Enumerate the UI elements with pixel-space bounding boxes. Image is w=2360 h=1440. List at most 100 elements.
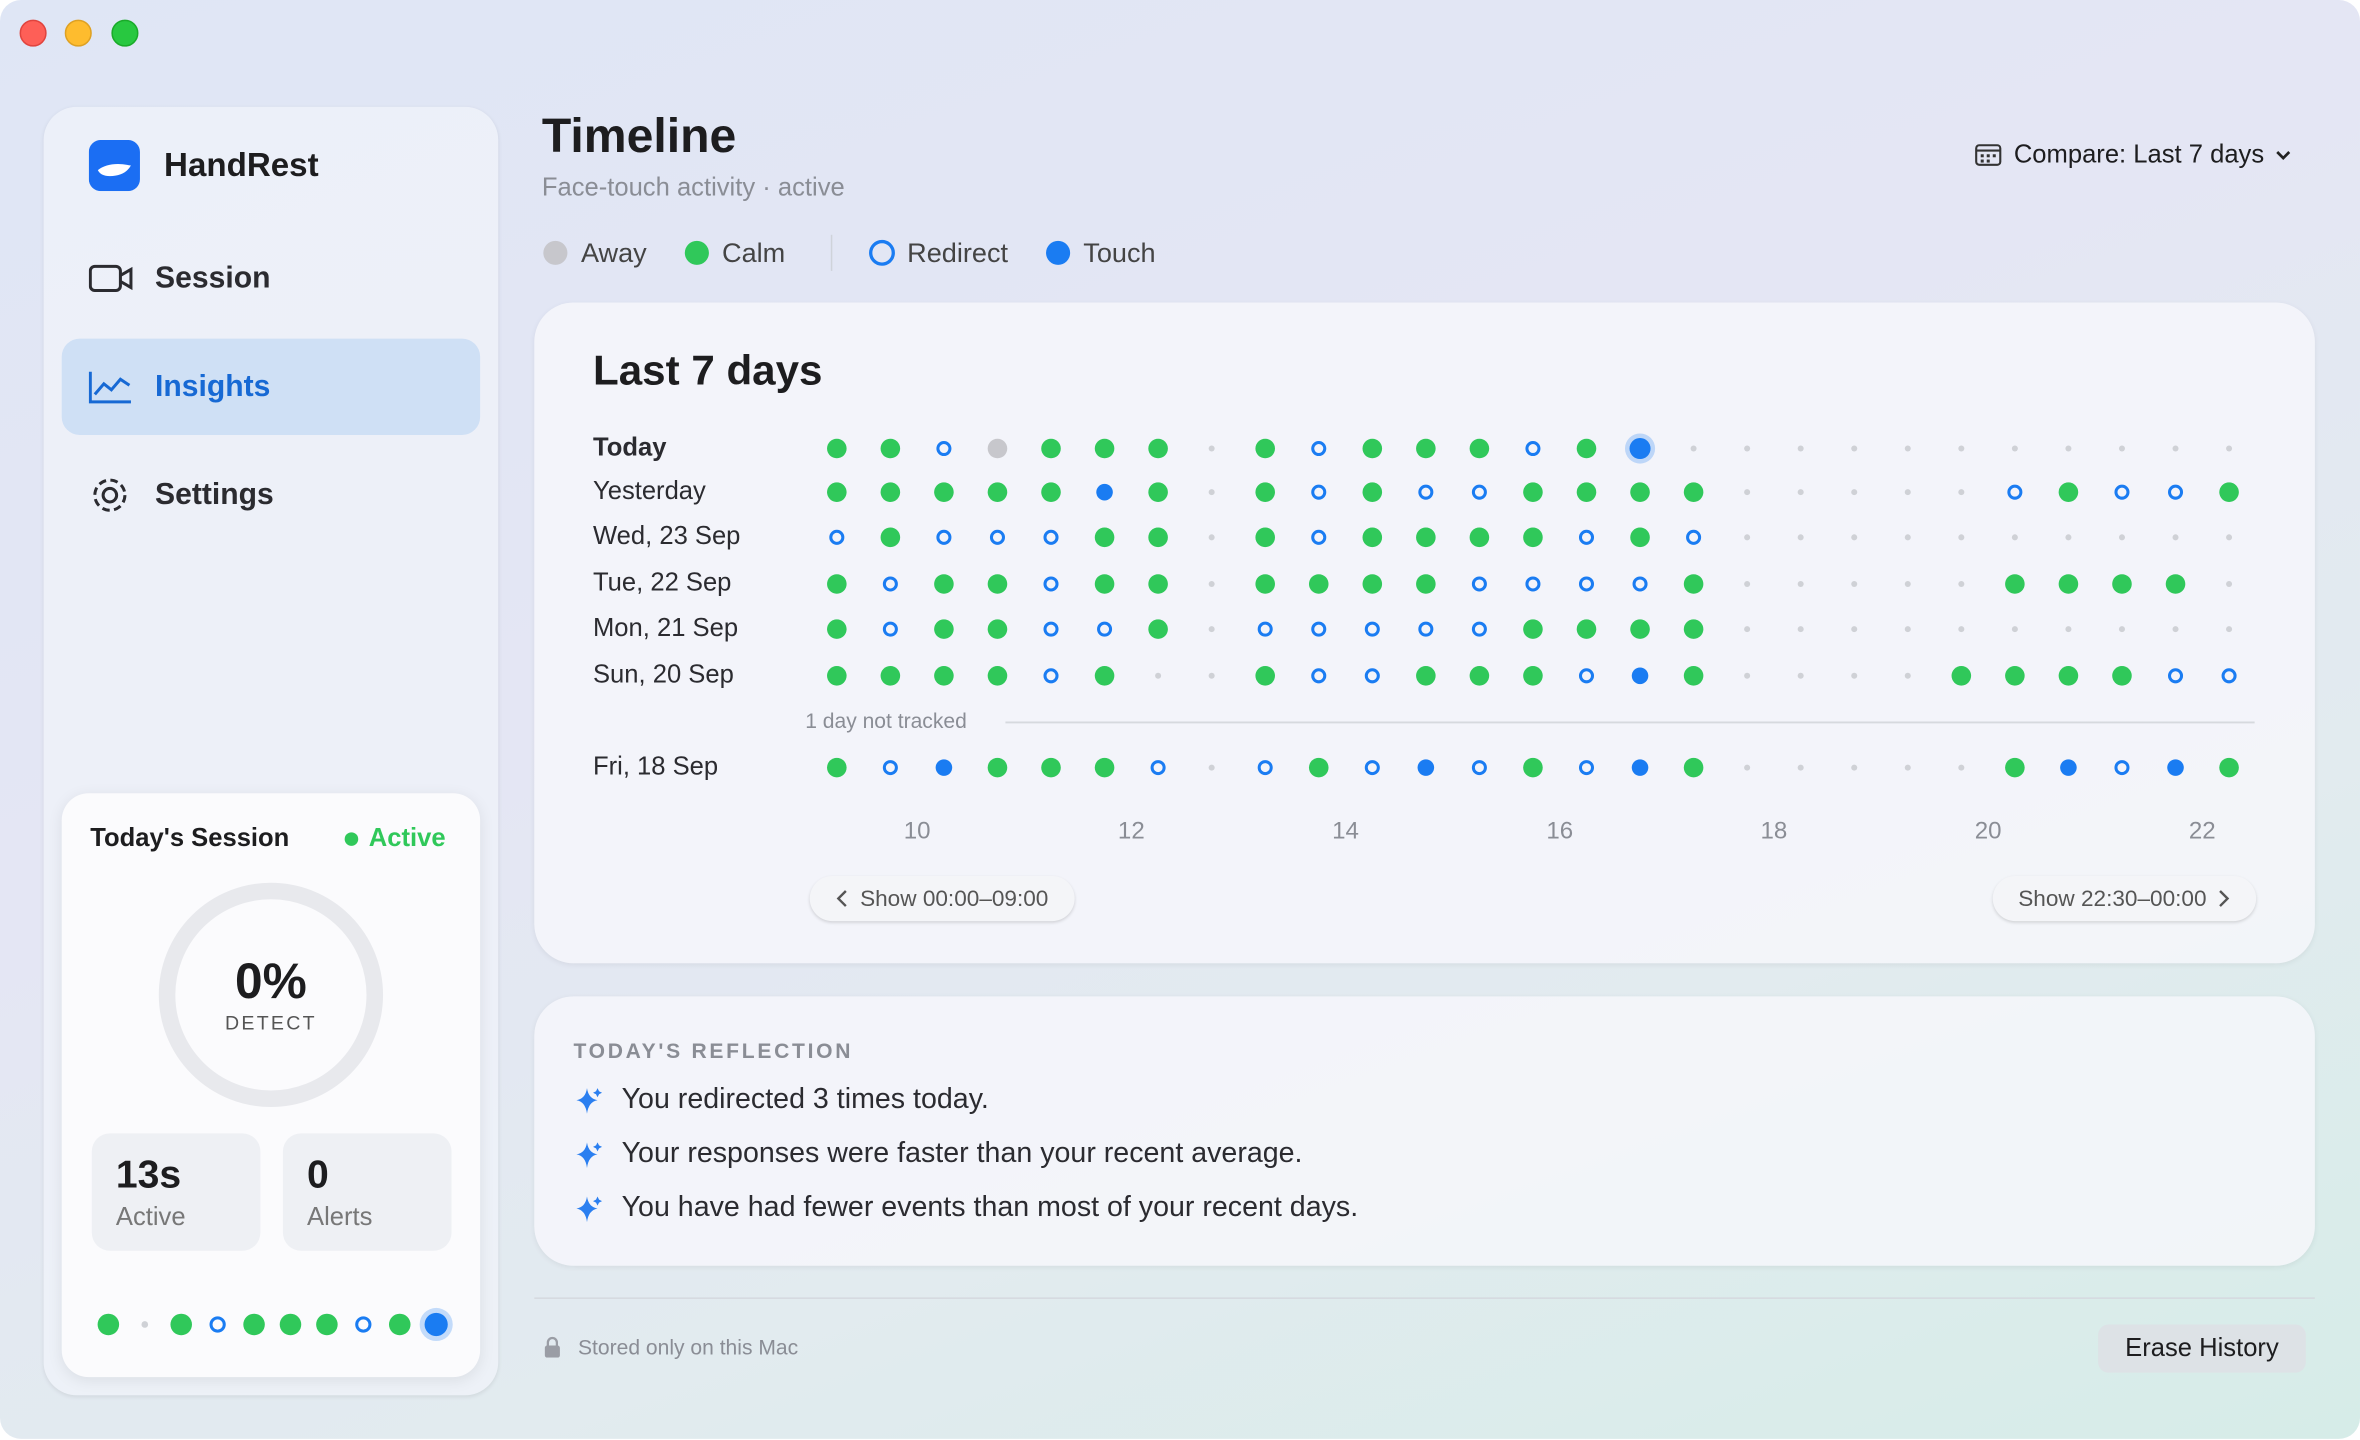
session-status: Active — [368, 823, 446, 852]
row-label: Mon, 21 Sep — [593, 614, 738, 642]
calm-dot — [880, 527, 901, 548]
empty-dot — [1958, 764, 1965, 771]
calm-dot — [1523, 619, 1543, 639]
nav-item[interactable]: Settings — [62, 447, 480, 543]
redirect-dot — [1043, 668, 1059, 684]
show-later-button[interactable]: Show 22:30–00:00 — [1992, 875, 2257, 922]
touch-dot — [424, 1312, 448, 1337]
erase-history-button[interactable]: Erase History — [2098, 1324, 2306, 1373]
calm-dot — [1094, 574, 1115, 594]
redirect-dot — [882, 760, 898, 776]
calm-dot — [2058, 482, 2079, 502]
calm-dot — [880, 666, 901, 686]
empty-dot — [2172, 445, 2179, 452]
calm-dot — [987, 666, 1008, 686]
calm-dot — [1255, 438, 1275, 459]
calm-dot — [1362, 527, 1383, 548]
empty-dot — [1904, 534, 1911, 541]
empty-dot — [1851, 580, 1858, 587]
show-earlier-button[interactable]: Show 00:00–09:00 — [809, 875, 1075, 922]
empty-dot — [2118, 534, 2125, 541]
calm-dot — [1416, 574, 1436, 594]
swatch — [684, 240, 709, 265]
redirect-dot — [1311, 484, 1327, 500]
row-label: Fri, 18 Sep — [593, 752, 718, 780]
empty-dot — [1690, 445, 1697, 452]
redirect-dot — [1311, 621, 1327, 637]
calm-dot — [827, 619, 847, 639]
calm-dot — [827, 757, 847, 778]
nav-item[interactable]: Session — [62, 230, 480, 326]
calm-dot — [1362, 482, 1383, 502]
calm-dot — [2112, 574, 2132, 594]
ring-value: 0% — [235, 952, 307, 1009]
empty-dot — [1904, 580, 1911, 587]
calm-dot — [1041, 438, 1061, 459]
calm-dot — [2058, 666, 2079, 686]
row-label: Today — [593, 433, 667, 461]
calm-dot — [1469, 438, 1490, 459]
calm-dot — [934, 666, 954, 686]
touch-dot — [1417, 759, 1435, 776]
calm-dot — [1148, 619, 1168, 639]
stat-tile: 0 Alerts — [282, 1133, 452, 1251]
calm-dot — [1041, 757, 1061, 778]
redirect-dot — [1364, 621, 1380, 637]
calm-dot — [1148, 527, 1168, 548]
redirect-dot — [2114, 760, 2130, 776]
zoom-button[interactable] — [111, 19, 139, 47]
close-button[interactable] — [19, 19, 47, 47]
compare-menu[interactable]: Compare: Last 7 days — [1975, 140, 2292, 170]
calm-dot — [2165, 574, 2186, 594]
calm-dot — [1683, 482, 1704, 502]
calm-dot — [1576, 438, 1597, 459]
redirect-dot — [1525, 440, 1541, 457]
redirect-dot — [2114, 484, 2130, 500]
divider — [534, 1297, 2315, 1299]
sparkle — [576, 1196, 603, 1223]
calm-dot — [2219, 482, 2239, 502]
empty-dot — [1851, 534, 1858, 541]
redirect-dot — [1364, 668, 1380, 684]
nav-item[interactable]: Insights — [61, 338, 481, 435]
redirect-dot — [1471, 484, 1487, 500]
x-tick-label: 22 — [2189, 818, 2216, 845]
empty-dot — [1797, 580, 1804, 587]
lock-icon — [544, 1336, 560, 1358]
touch-dot — [1631, 759, 1649, 776]
calm-dot — [827, 666, 847, 686]
compare-label: Compare: Last 7 days — [2013, 139, 2265, 169]
legend-swatch — [684, 240, 709, 265]
touch-dot — [935, 759, 953, 776]
x-tick-label: 18 — [1761, 818, 1788, 845]
redirect-dot — [936, 440, 952, 457]
reflection-item: Your responses were faster than your rec… — [621, 1137, 1303, 1170]
status-dot — [344, 832, 359, 846]
empty-dot — [1904, 626, 1911, 633]
calm-dot — [827, 574, 847, 594]
touch-dot — [1096, 483, 1113, 501]
redirect-dot — [2167, 484, 2184, 500]
empty-dot — [1797, 534, 1804, 541]
calm-dot — [987, 574, 1008, 594]
sparkle — [576, 1088, 603, 1114]
minimize-button[interactable] — [64, 19, 92, 47]
empty-dot — [1155, 672, 1162, 679]
redirect-dot — [1364, 760, 1380, 776]
redirect-dot — [1525, 576, 1541, 592]
nav-label: Settings — [155, 477, 274, 511]
stat-value: 0 — [307, 1151, 329, 1197]
touch-dot — [2167, 759, 2184, 776]
calm-dot — [827, 482, 847, 502]
row-label: Sun, 20 Sep — [593, 661, 734, 689]
empty-dot — [2172, 626, 2179, 633]
redirect-dot — [1578, 760, 1595, 776]
calm-dot — [1094, 757, 1115, 778]
calm-dot — [279, 1313, 302, 1336]
calm-dot — [827, 438, 847, 459]
sparkle-icon — [576, 1142, 603, 1168]
empty-dot — [1958, 445, 1965, 452]
legend-label: Calm — [722, 237, 786, 268]
